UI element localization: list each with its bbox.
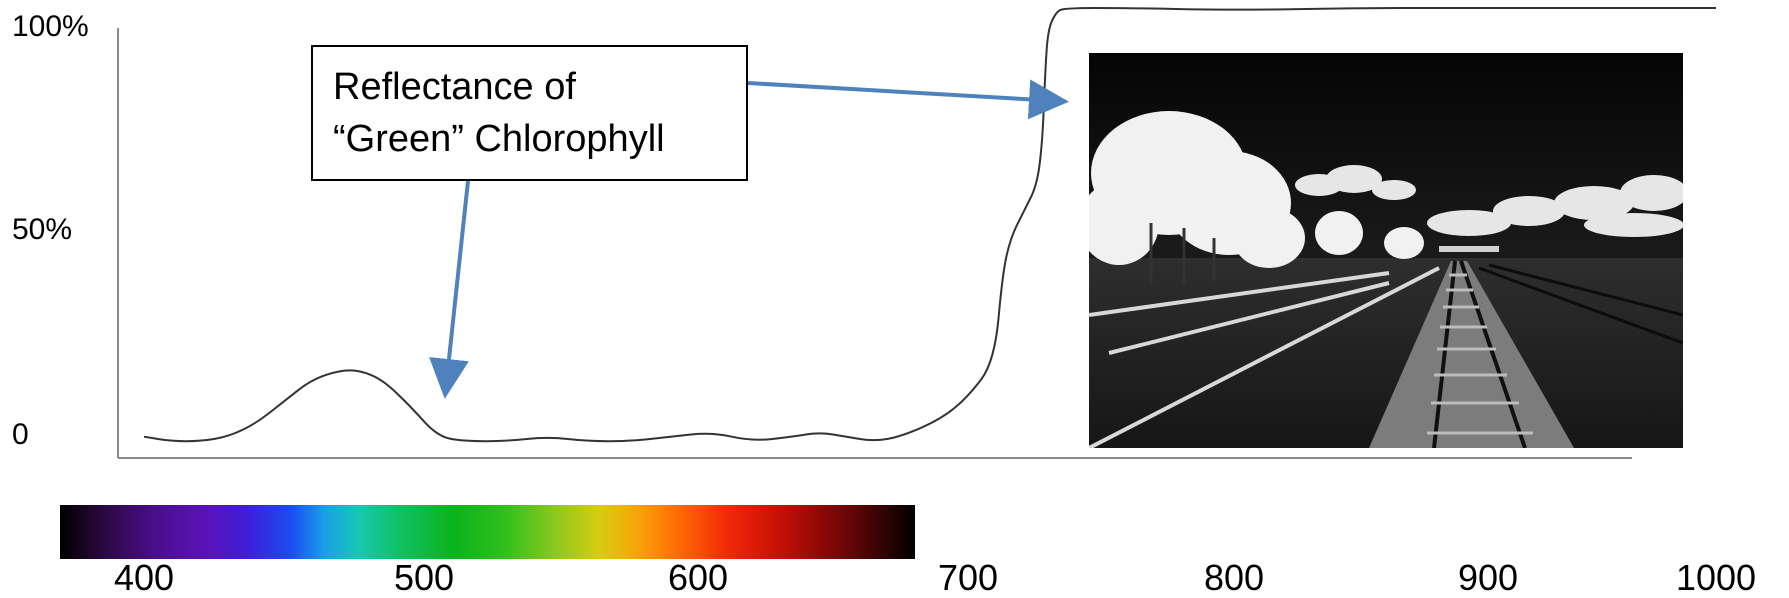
y-tick-label-0: 0 (12, 418, 29, 451)
annotation-arrow-green (429, 180, 470, 399)
photo-svg (1089, 53, 1683, 448)
photo-track-bed (1369, 261, 1574, 448)
photo-ties (1427, 273, 1533, 435)
x-tick-label-400: 400 (113, 557, 175, 598)
photo-side-tracks (1478, 263, 1683, 345)
y-tick-label-50: 50% (12, 213, 73, 246)
series-layer (143, 6, 1716, 443)
photo-tree-trunks (1149, 223, 1216, 285)
annotation-callout-box: Reflectance of “Green” Chlorophyll (311, 45, 748, 181)
x-tick-label-800: 800 (1203, 557, 1265, 598)
photo-trees (1089, 111, 1424, 268)
callout-line-2: “Green” Chlorophyll (333, 118, 665, 160)
visible-spectrum-bar (60, 505, 915, 559)
infrared-railway-photo (1089, 53, 1683, 448)
x-tick-label-1000: 1000 (1675, 557, 1757, 598)
x-tick-label-900: 900 (1457, 557, 1519, 598)
x-tick-label-700: 700 (937, 557, 999, 598)
photo-clouds (1295, 165, 1683, 237)
photo-rails (1432, 260, 1527, 448)
callout-line-1: Reflectance of (333, 66, 576, 108)
x-tick-label-600: 600 (667, 557, 729, 598)
y-tick-label-100: 100% (12, 10, 89, 43)
x-tick-label-500: 500 (393, 557, 455, 598)
annotation-arrow-nir (747, 79, 1069, 120)
photo-overpass (1439, 246, 1499, 252)
reflectance-curve-0 (143, 6, 1716, 443)
photo-platform-lines (1089, 266, 1440, 448)
